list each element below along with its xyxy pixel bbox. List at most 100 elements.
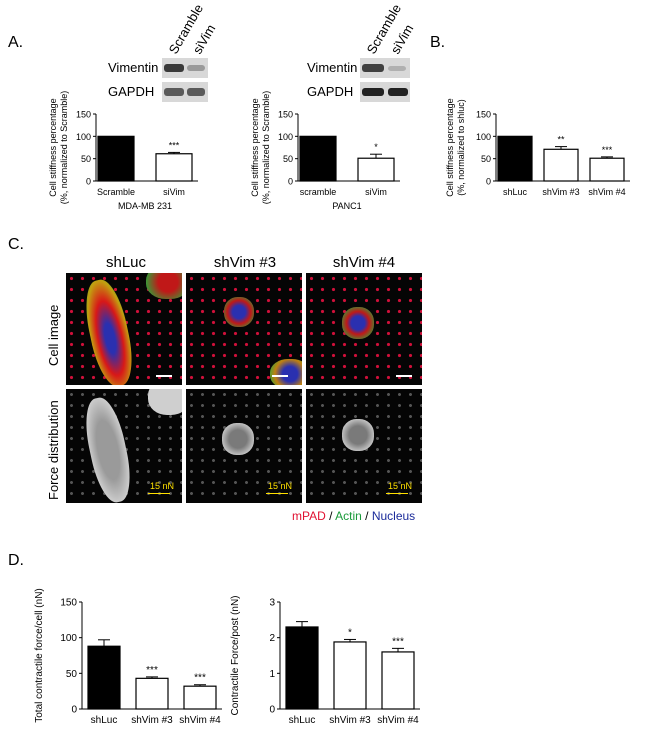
column-header-shluc: shLuc (105, 254, 147, 271)
cell-shluc-neighbor (146, 273, 182, 299)
legend-mpad: mPAD (292, 509, 326, 523)
chart-b-x-tick-label-0: shLuc (503, 187, 528, 197)
chart-a1-y-tick-label-1: 50 (81, 154, 91, 164)
chart-d1-y-tick-label-3: 150 (60, 598, 77, 609)
chart-d1-significance-1: *** (146, 665, 158, 676)
force-scale-label-shluc: 15 nN (150, 481, 175, 491)
chart-a2-y-tick-label-0: 0 (288, 177, 293, 187)
force-shvim4-body (342, 419, 374, 451)
chart-d1-significance-2: *** (194, 673, 206, 684)
chart-d2-y-tick-label-1: 1 (269, 669, 275, 680)
force-scale-arrow-shvim4 (386, 493, 408, 494)
row-label-cell-image: Cell image (46, 304, 61, 366)
chart-a1-significance-1: *** (169, 140, 180, 150)
force-scale-arrow-shluc (148, 493, 170, 494)
legend-sep-2: / (361, 509, 372, 523)
scale-bar-shluc (156, 375, 172, 377)
chart-d1-y-label-0: Total contractile force/cell (nN) (34, 588, 45, 723)
blot-left-band-1a (164, 64, 184, 72)
cell-shvim3-body (224, 297, 254, 327)
chart-d2-x-tick-label-1: shVim #3 (329, 715, 371, 726)
chart-d2-y-tick-label-3: 3 (269, 598, 275, 609)
chart-a2-x-tick-label-0: scramble (300, 187, 337, 197)
chart-b-x-tick-label-2: shVim #4 (588, 187, 625, 197)
chart-b-bar-2 (589, 157, 625, 182)
force-shluc-body (79, 394, 137, 503)
cell-shvim3-neighbor (270, 359, 302, 385)
chart-d2-x-tick-label-2: shVim #4 (377, 715, 419, 726)
chart-d1-bar-2 (183, 685, 217, 710)
chart-a1-y-label-1: (%, normalized to Scramble) (59, 91, 69, 205)
image-shluc-force: 15 nN (66, 389, 182, 503)
chart-a2-significance-1: * (374, 142, 378, 152)
force-scale-label-shvim3: 15 nN (268, 481, 293, 491)
chart-b-significance-1: ** (557, 135, 565, 145)
chart-b-y-tick-label-3: 150 (476, 110, 491, 120)
image-shluc-cell (66, 273, 182, 385)
chart-d2-y-tick-label-0: 0 (269, 705, 275, 716)
cell-shvim4-body (342, 307, 374, 339)
chart-b-y-label-1: (%, normalized to shluc) (456, 99, 466, 196)
chart-a2-y-label-0: Cell stiffness percentage (250, 98, 260, 196)
scale-bar-shvim3 (272, 375, 288, 377)
chart-b-y-tick-label-2: 100 (476, 132, 491, 142)
chart-d1-x-tick-label-2: shVim #4 (179, 715, 221, 726)
chart-d2-x-tick-label-0: shLuc (289, 715, 316, 726)
blot-right-row-2: GAPDH (307, 84, 353, 99)
blot-left-row-2: GAPDH (108, 84, 154, 99)
row-label-force-distribution: Force distribution (46, 400, 61, 500)
blot-left-band-row-1 (162, 58, 208, 78)
chart-b-x-tick-label-1: shVim #3 (542, 187, 579, 197)
blot-left-band-1b (187, 65, 205, 71)
chart-d1-bar-0 (87, 645, 121, 710)
panel-c-legend: mPAD / Actin / Nucleus (292, 509, 415, 523)
blot-left-band-2a (164, 88, 184, 96)
panel-label-d: D. (8, 552, 24, 569)
chart-d2-y-tick-label-2: 2 (269, 633, 275, 644)
chart-d1-y-tick-label-2: 100 (60, 633, 77, 644)
image-shvim4-cell (306, 273, 422, 385)
chart-d1-y-tick-label-0: 0 (71, 705, 77, 716)
chart-a1-y-tick-label-2: 100 (76, 132, 91, 142)
chart-d1-y-tick-label-1: 50 (66, 669, 78, 680)
cell-shluc-body (79, 276, 139, 385)
chart-b-bar-1 (543, 148, 579, 182)
chart-d2-significance-1: * (348, 627, 352, 638)
blot-right-row-1: Vimentin (307, 60, 357, 75)
chart-d2-significance-2: *** (392, 636, 404, 647)
chart-d1-x-tick-label-1: shVim #3 (131, 715, 173, 726)
chart-a1-bar-1 (155, 153, 193, 182)
chart-a2-x-label: PANC1 (332, 201, 361, 211)
force-shvim3-body (222, 423, 254, 455)
legend-actin: Actin (335, 509, 362, 523)
image-shvim4-force: 15 nN (306, 389, 422, 503)
image-shvim3-cell (186, 273, 302, 385)
blot-left-band-2b (187, 88, 205, 96)
force-scale-arrow-shvim3 (266, 493, 288, 494)
panel-label-a: A. (8, 34, 24, 51)
blot-right-band-row-2 (360, 82, 410, 102)
scale-bar-shvim4 (396, 375, 412, 377)
chart-a1-x-tick-label-1: siVim (163, 187, 185, 197)
chart-a1-y-tick-label-0: 0 (86, 177, 91, 187)
force-scale-label-shvim4: 15 nN (388, 481, 413, 491)
panel-label-c: C. (8, 236, 24, 253)
chart-a2-bar-1 (357, 157, 395, 182)
blot-right-band-1a (362, 64, 384, 72)
chart-d2-bar-2 (381, 651, 415, 710)
chart-a2-x-tick-label-1: siVim (365, 187, 387, 197)
chart-a1-x-tick-label-0: Scramble (97, 187, 135, 197)
chart-a1-bar-0 (97, 135, 135, 182)
chart-b-y-tick-label-1: 50 (481, 154, 491, 164)
chart-d1-x-tick-label-0: shLuc (91, 715, 118, 726)
blot-right-band-2b (388, 88, 408, 96)
force-shluc-neighbor (148, 389, 182, 415)
blot-left-row-1: Vimentin (108, 60, 158, 75)
chart-a2-y-tick-label-2: 100 (278, 132, 293, 142)
image-shvim3-force: 15 nN (186, 389, 302, 503)
chart-d2-bar-1 (333, 641, 367, 710)
chart-d1-bar-1 (135, 677, 169, 710)
chart-a1-x-label: MDA-MB 231 (118, 201, 172, 211)
